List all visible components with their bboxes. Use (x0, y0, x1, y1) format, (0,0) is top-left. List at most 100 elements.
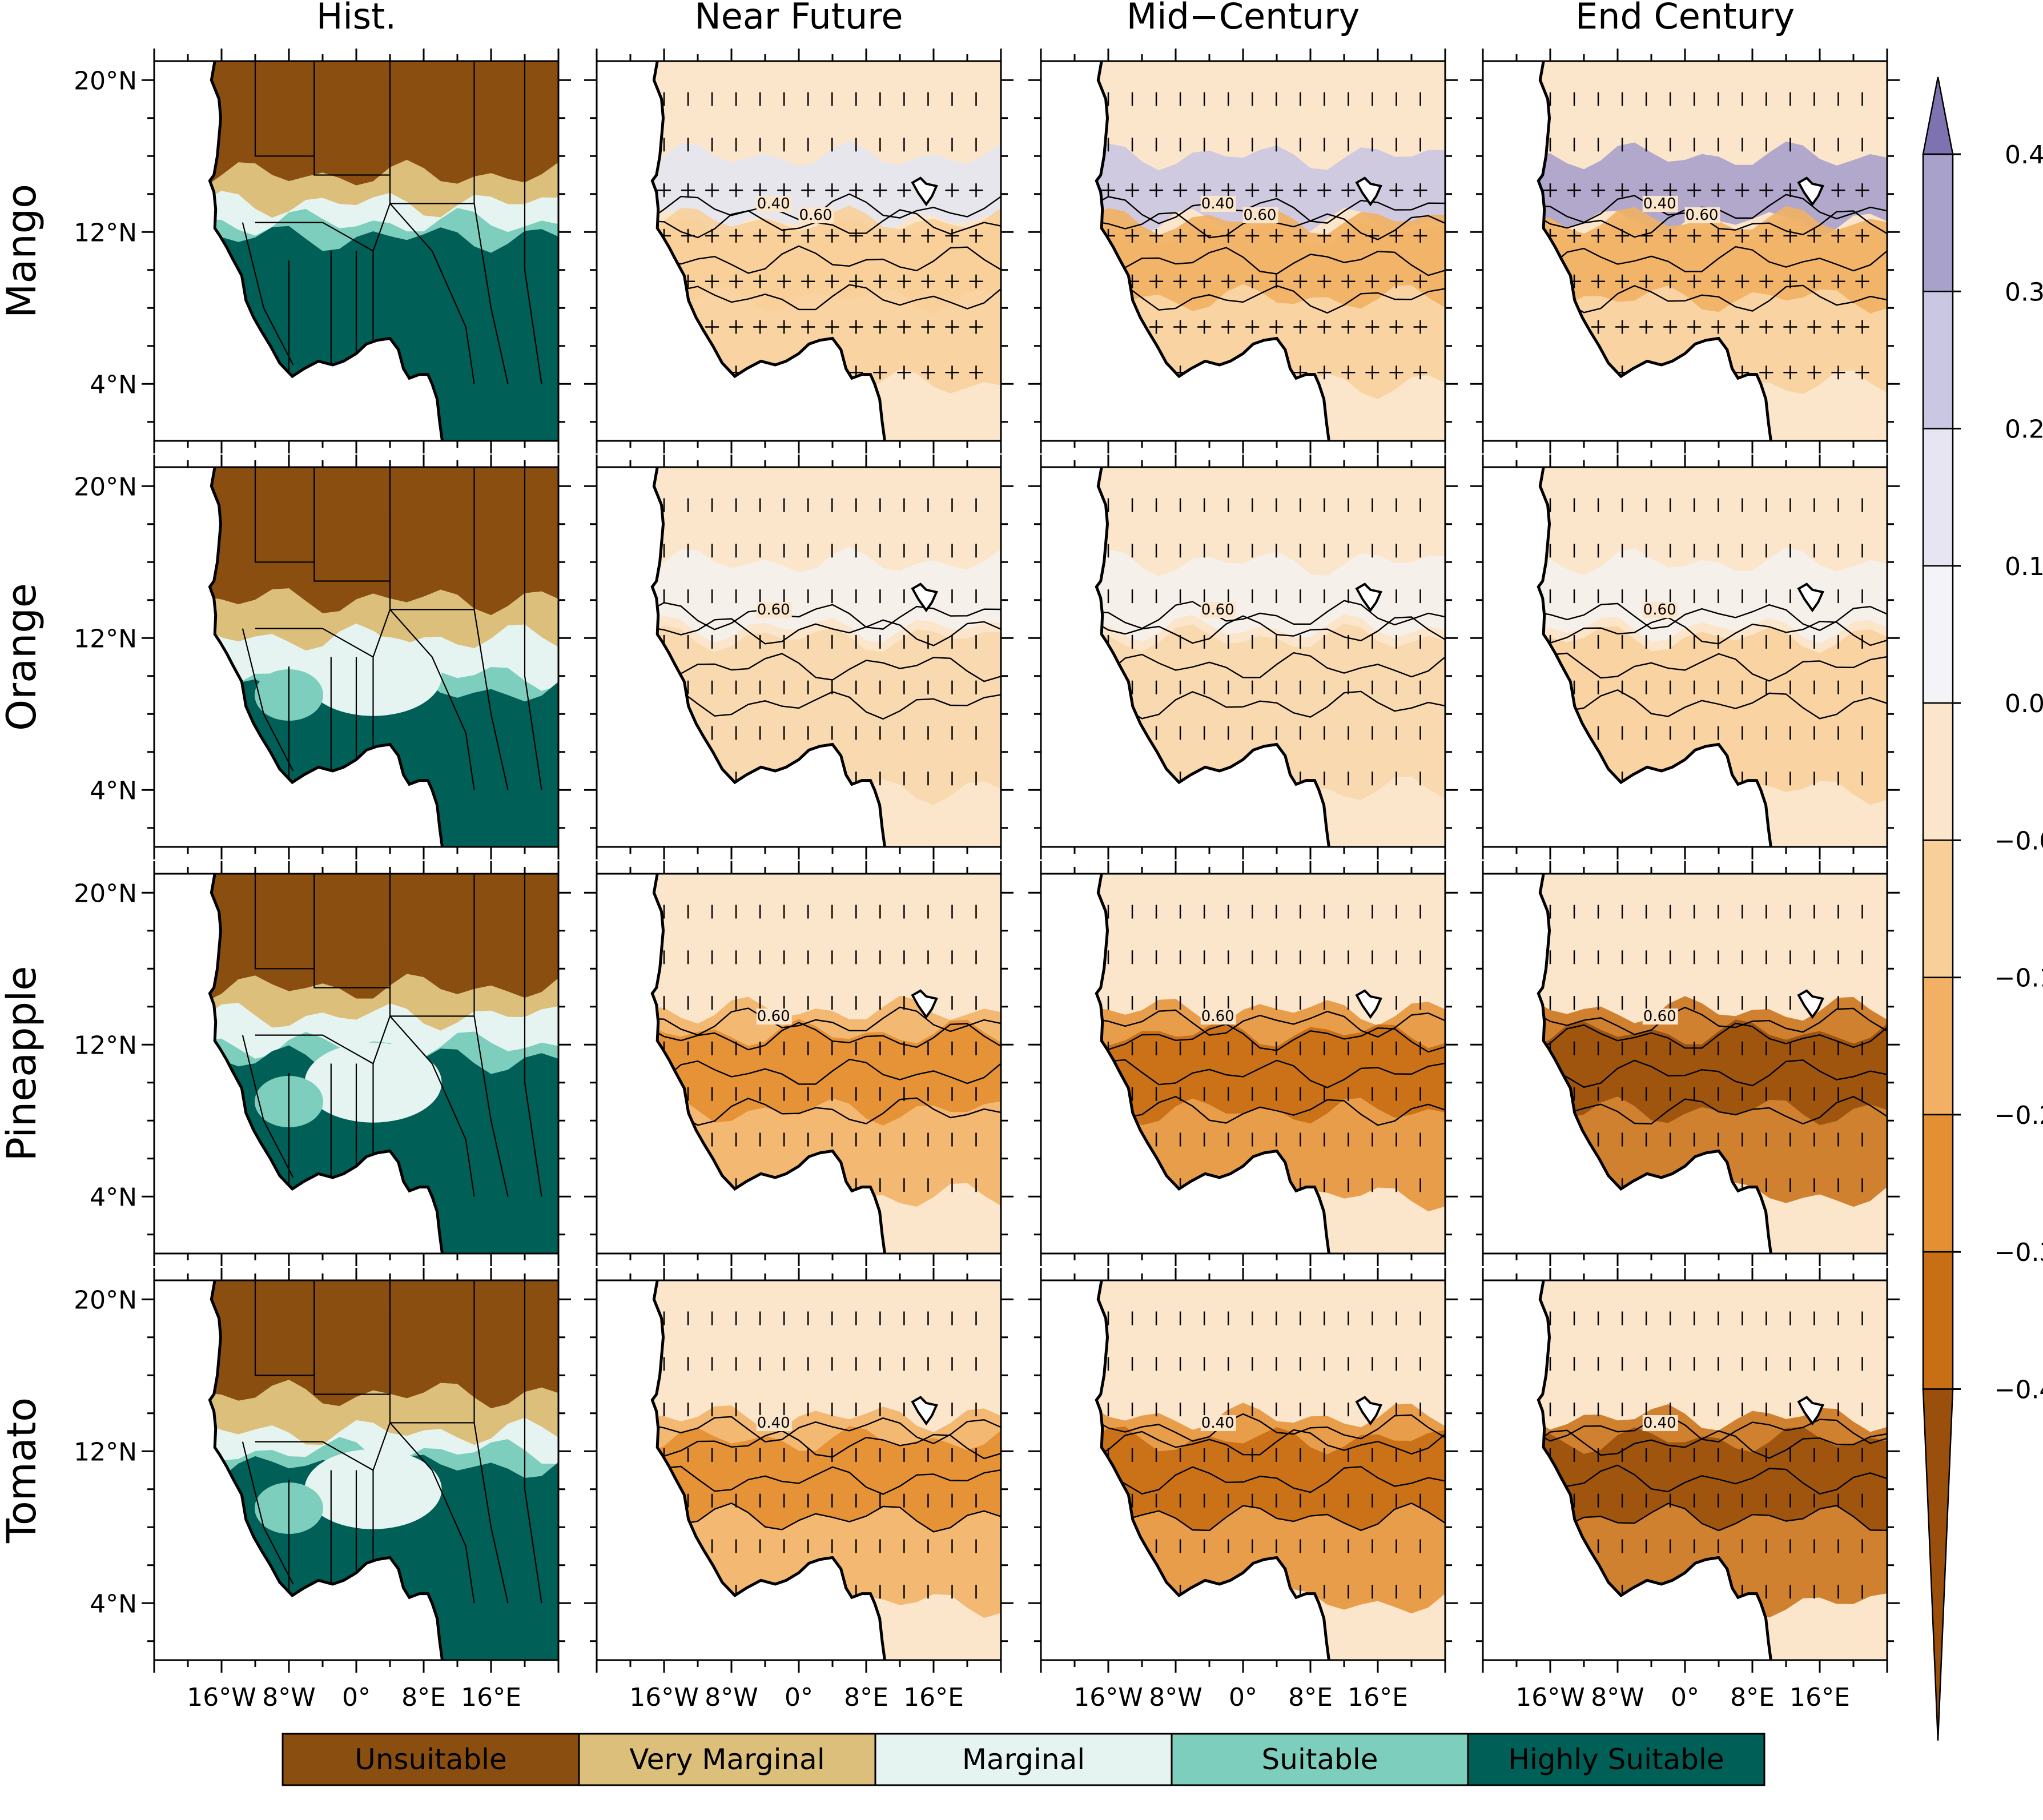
colorbar-triangle-top (1922, 77, 1954, 155)
row-label-orange: Orange (0, 583, 45, 731)
x-tick-label: 0° (785, 1683, 813, 1712)
colorbar-triangle-bottom (1922, 1388, 1954, 1741)
x-tick-label: 8°W (705, 1683, 758, 1712)
legend-swatch-highly-suitable (1467, 1733, 1765, 1786)
country-border (242, 628, 294, 772)
panel-tomato-near-future: 0.40 16°W 8°W 0° 8°E 16°E (584, 1268, 1014, 1712)
panel-pineapple-hist: 20°N 12°N 4°N (74, 861, 571, 1266)
axis-ticks (1470, 455, 1900, 859)
colorbar-segment (1922, 291, 1954, 429)
coastline (208, 61, 444, 441)
significance-markers (1549, 905, 1863, 1192)
legend-label-marginal: Marginal (962, 1743, 1085, 1776)
axis-ticks (584, 455, 1014, 859)
coastline (650, 873, 886, 1254)
strong-negative-band (1538, 1427, 1887, 1531)
lake-chad (911, 989, 938, 1019)
country-border (255, 1016, 391, 1065)
coastline (650, 61, 886, 441)
lake-chad (1355, 176, 1382, 207)
colorbar-segment (1922, 153, 1954, 292)
panel-mango-near-future: 0.40 0.60 (584, 49, 1014, 453)
suitability-contour (1096, 1009, 1445, 1038)
country-border (255, 1423, 391, 1472)
significance-markers (1549, 1311, 1863, 1599)
colorbar-segment (1922, 1251, 1954, 1390)
y-tick-label: 12°N (74, 1031, 137, 1060)
x-tick-label: 0° (1229, 1683, 1257, 1712)
panel-tomato-mid-century: 0.40 16°W 8°W 0° 8°E 16°E (1028, 1268, 1458, 1712)
colorbar-tick-label: −0.25 (1994, 1101, 2043, 1130)
axis-ticks (584, 49, 1014, 453)
suitability-contour (1538, 1006, 1887, 1036)
coastline (1095, 61, 1330, 441)
y-tick-label: 20°N (74, 1285, 137, 1315)
suitability-contour (1538, 1429, 1887, 1459)
x-tick-label: 8°E (401, 1683, 446, 1712)
y-tick-label: 4°N (90, 370, 137, 399)
y-tick-label: 4°N (90, 1183, 137, 1212)
lake-chad (1797, 582, 1824, 613)
colorbar-segment (1922, 565, 1954, 704)
coastline (1537, 61, 1772, 441)
suitability-band-marginal (210, 191, 558, 236)
legend-swatch-marginal (874, 1733, 1173, 1786)
panel-orange-end-century: 0.60 (1470, 455, 1900, 859)
country-border (524, 874, 542, 1197)
coastline (208, 1280, 444, 1661)
land-field: 0.60 (1538, 467, 1887, 847)
coastline (1537, 1280, 1772, 1661)
country-border (473, 609, 509, 790)
country-border (389, 874, 475, 1017)
contour-label: 0.40 (1201, 1415, 1234, 1432)
contour-label: 0.60 (1201, 601, 1234, 618)
lake-chad (911, 1396, 938, 1426)
strong-negative-band (1538, 1019, 1887, 1126)
coastline (1095, 1280, 1330, 1661)
country-border (242, 1441, 294, 1585)
country-border (255, 609, 391, 658)
country-border (524, 61, 542, 384)
contour-label: 0.60 (1643, 1008, 1676, 1025)
country-border (389, 609, 475, 790)
row-labels: Mango Orange Pineapple Tomato (0, 184, 45, 1544)
row-label-pineapple: Pineapple (0, 966, 45, 1162)
country-border (389, 1422, 475, 1604)
lake-chad (911, 582, 938, 613)
suitability-contour (1096, 615, 1445, 645)
colorbar-segment (1922, 702, 1954, 841)
suitability-contour (652, 209, 1001, 239)
contour-label: 0.60 (1686, 207, 1719, 224)
axis-ticks (1470, 49, 1900, 453)
x-tick-label: 8°W (1591, 1683, 1644, 1712)
country-border (389, 203, 475, 384)
axis-ticks (1028, 49, 1458, 453)
axis-ticks (1470, 1268, 1900, 1673)
colorbar-segment (1922, 1114, 1954, 1253)
country-border (255, 203, 391, 252)
legend-label-very-marginal: Very Marginal (629, 1743, 825, 1776)
column-title-mid-century: Mid−Century (1127, 0, 1360, 37)
axis-ticks (142, 1268, 571, 1673)
positive-change-band (1096, 143, 1445, 236)
contour-label: 0.40 (1643, 1415, 1676, 1432)
y-tick-label: 20°N (74, 472, 137, 501)
suitability-legend: Unsuitable Very Marginal Marginal Suitable H… (281, 1733, 1765, 1786)
country-border (242, 222, 294, 365)
legend-label-unsuitable: Unsuitable (355, 1743, 507, 1776)
strong-negative-band (1096, 1427, 1445, 1533)
land-field (210, 874, 558, 1253)
positive-change-band (1538, 547, 1887, 644)
x-tick-label: 16°E (1348, 1683, 1408, 1712)
panel-orange-hist: 20°N 12°N 4°N (74, 455, 571, 859)
colorbar-segment (1922, 977, 1954, 1116)
country-border (389, 61, 475, 204)
panel-mango-hist: 20°N 12°N 4°N (74, 49, 571, 453)
significance-markers (1107, 1311, 1421, 1599)
panel-pineapple-end-century: 0.60 (1470, 861, 1900, 1266)
contour-label: 0.60 (799, 207, 833, 224)
panel-pineapple-near-future: 0.60 (584, 861, 1014, 1266)
column-title-end-century: End Century (1575, 0, 1795, 37)
legend-label-suitable: Suitable (1262, 1743, 1378, 1776)
